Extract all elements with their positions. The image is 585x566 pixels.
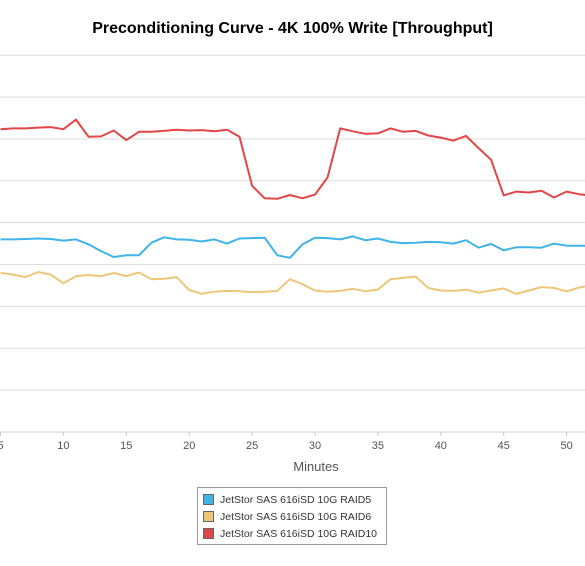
legend-item-raid6: JetStor SAS 616iSD 10G RAID6 <box>203 508 381 525</box>
legend: JetStor SAS 616iSD 10G RAID5 JetStor SAS… <box>197 487 387 545</box>
x-tick-label: 10 <box>57 440 69 452</box>
legend-label-raid5: JetStor SAS 616iSD 10G RAID5 <box>220 493 372 506</box>
x-tick-label: 40 <box>435 440 447 452</box>
legend-label-raid6: JetStor SAS 616iSD 10G RAID6 <box>220 510 372 523</box>
x-tick-label: 30 <box>309 440 321 452</box>
x-tick-labels: 5 10 15 20 25 30 35 40 45 50 <box>0 432 573 452</box>
legend-swatch-raid10 <box>203 528 214 539</box>
x-tick-label: 5 <box>0 440 4 452</box>
x-tick-label: 45 <box>498 440 510 452</box>
x-tick-label: 20 <box>183 440 195 452</box>
series-line-raid10 <box>0 118 585 200</box>
x-tick-label: 15 <box>120 440 132 452</box>
x-tick-label: 35 <box>372 440 384 452</box>
x-tick-label: 25 <box>246 440 258 452</box>
legend-swatch-raid6 <box>203 511 214 522</box>
x-axis-title: Minutes <box>293 459 339 474</box>
grid-lines <box>0 54 585 391</box>
legend-swatch-raid5 <box>203 494 214 505</box>
legend-label-raid10: JetStor SAS 616iSD 10G RAID10 <box>220 527 377 540</box>
chart-title: Preconditioning Curve - 4K 100% Write [T… <box>92 20 493 37</box>
x-tick-label: 50 <box>561 440 573 452</box>
series-line-raid5 <box>0 235 585 259</box>
series-line-raid6 <box>0 271 585 295</box>
legend-item-raid5: JetStor SAS 616iSD 10G RAID5 <box>203 491 381 508</box>
series-lines <box>0 118 585 295</box>
legend-item-raid10: JetStor SAS 616iSD 10G RAID10 <box>203 525 381 542</box>
